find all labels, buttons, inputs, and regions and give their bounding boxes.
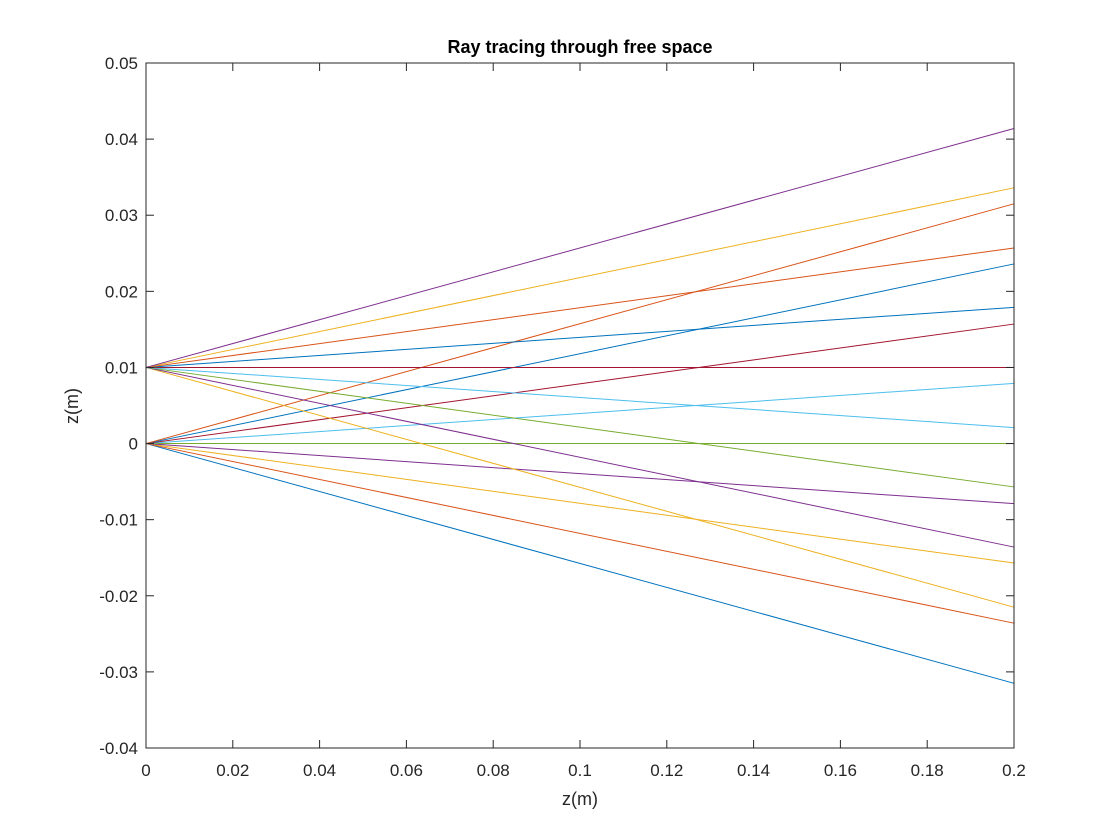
y-tick-label: 0.03: [105, 206, 138, 225]
series-layer: [145, 127, 1015, 684]
y-tick-label: -0.03: [99, 663, 138, 682]
ray-line-1: [145, 443, 1015, 684]
ray-line-15: [145, 306, 1015, 368]
ray-line-6: [145, 382, 1015, 445]
ray-line-3: [145, 443, 1015, 564]
tick-layer: 0 0.02 0.04 0.06 0.08 0.1 0.12 0.14 0.16 0.18 0.2 -…: [99, 54, 1026, 780]
ray-line-10: [145, 366, 1015, 608]
y-tick-label: -0.04: [99, 739, 138, 758]
x-tick-label: 0.14: [737, 761, 770, 780]
ray-line-17: [145, 187, 1015, 368]
x-tick-label: 0.06: [390, 761, 423, 780]
x-tick-label: 0.08: [477, 761, 510, 780]
x-tick-label: 0.16: [824, 761, 857, 780]
y-tick-label: 0.04: [105, 130, 138, 149]
x-tick-label: 0: [141, 761, 150, 780]
ray-line-7: [145, 323, 1015, 445]
chart-title: Ray tracing through free space: [447, 37, 712, 57]
ray-line-8: [145, 263, 1015, 445]
y-tick-label: -0.02: [99, 587, 138, 606]
ray-line-13: [145, 366, 1015, 429]
ray-line-12: [145, 366, 1015, 488]
y-tick-label: 0.01: [105, 358, 138, 377]
y-axis-label: z(m): [62, 388, 82, 424]
ray-line-9: [145, 203, 1015, 445]
y-tick-label: 0.02: [105, 282, 138, 301]
ray-line-16: [145, 247, 1015, 368]
ray-line-11: [145, 366, 1015, 548]
ray-line-4: [145, 443, 1015, 505]
y-tick-label: 0: [129, 435, 138, 454]
x-tick-label: 0.04: [303, 761, 336, 780]
x-tick-label: 0.18: [911, 761, 944, 780]
y-tick-label: 0.05: [105, 54, 138, 73]
x-tick-label: 0.1: [568, 761, 592, 780]
x-tick-label: 0.12: [650, 761, 683, 780]
ray-line-2: [145, 443, 1015, 624]
ray-line-18: [145, 127, 1015, 368]
x-tick-label: 0.2: [1002, 761, 1026, 780]
plot-area: [146, 63, 1014, 748]
y-tick-label: -0.01: [99, 511, 138, 530]
x-axis-label: z(m): [562, 789, 598, 809]
x-tick-label: 0.02: [216, 761, 249, 780]
